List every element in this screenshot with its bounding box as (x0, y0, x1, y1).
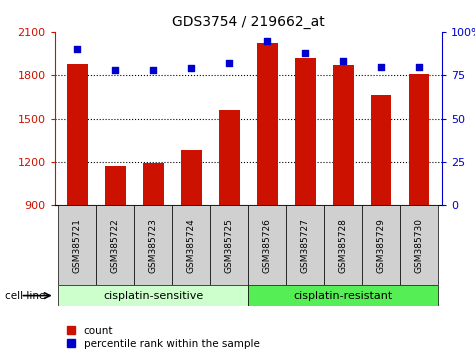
Point (339, 58, 347, 64)
Point (150, 67, 157, 73)
Bar (400, 205, 438, 285)
Point (226, 60, 233, 66)
Bar (172, 205, 210, 285)
Bar (96, 205, 134, 285)
Bar (256, 44, 277, 205)
Point (263, 38, 271, 44)
Bar (58, 205, 96, 285)
Point (377, 64, 385, 69)
Point (74, 46, 81, 52)
Bar (248, 285, 438, 306)
Bar (105, 166, 126, 205)
Text: GSM385730: GSM385730 (415, 218, 424, 273)
Text: cisplatin-sensitive: cisplatin-sensitive (103, 291, 203, 301)
Text: GSM385728: GSM385728 (339, 218, 348, 273)
Bar (332, 65, 353, 205)
Text: GSM385726: GSM385726 (263, 218, 272, 273)
Bar (408, 74, 429, 205)
Title: GDS3754 / 219662_at: GDS3754 / 219662_at (172, 16, 324, 29)
Text: GSM385725: GSM385725 (225, 218, 234, 273)
Bar (324, 205, 362, 285)
Bar (181, 150, 202, 205)
Text: cell line: cell line (5, 291, 45, 301)
Text: GSM385722: GSM385722 (111, 218, 120, 273)
Text: GSM385729: GSM385729 (377, 218, 386, 273)
Legend: count, percentile rank within the sample: count, percentile rank within the sample (67, 326, 259, 349)
Point (301, 50, 309, 56)
Bar (286, 205, 324, 285)
Text: GSM385724: GSM385724 (187, 218, 196, 273)
Text: GSM385721: GSM385721 (73, 218, 82, 273)
Bar (370, 96, 391, 205)
Bar (210, 205, 248, 285)
Point (112, 67, 119, 73)
Bar (58, 285, 248, 306)
Bar (134, 205, 172, 285)
Text: cisplatin-resistant: cisplatin-resistant (294, 291, 393, 301)
Point (188, 65, 195, 71)
Point (415, 64, 423, 69)
Text: GSM385723: GSM385723 (149, 218, 158, 273)
Bar (294, 58, 315, 205)
Text: GSM385727: GSM385727 (301, 218, 310, 273)
Bar (362, 205, 400, 285)
Bar (67, 64, 88, 205)
Bar (219, 110, 240, 205)
Bar (143, 163, 164, 205)
Bar (248, 205, 286, 285)
